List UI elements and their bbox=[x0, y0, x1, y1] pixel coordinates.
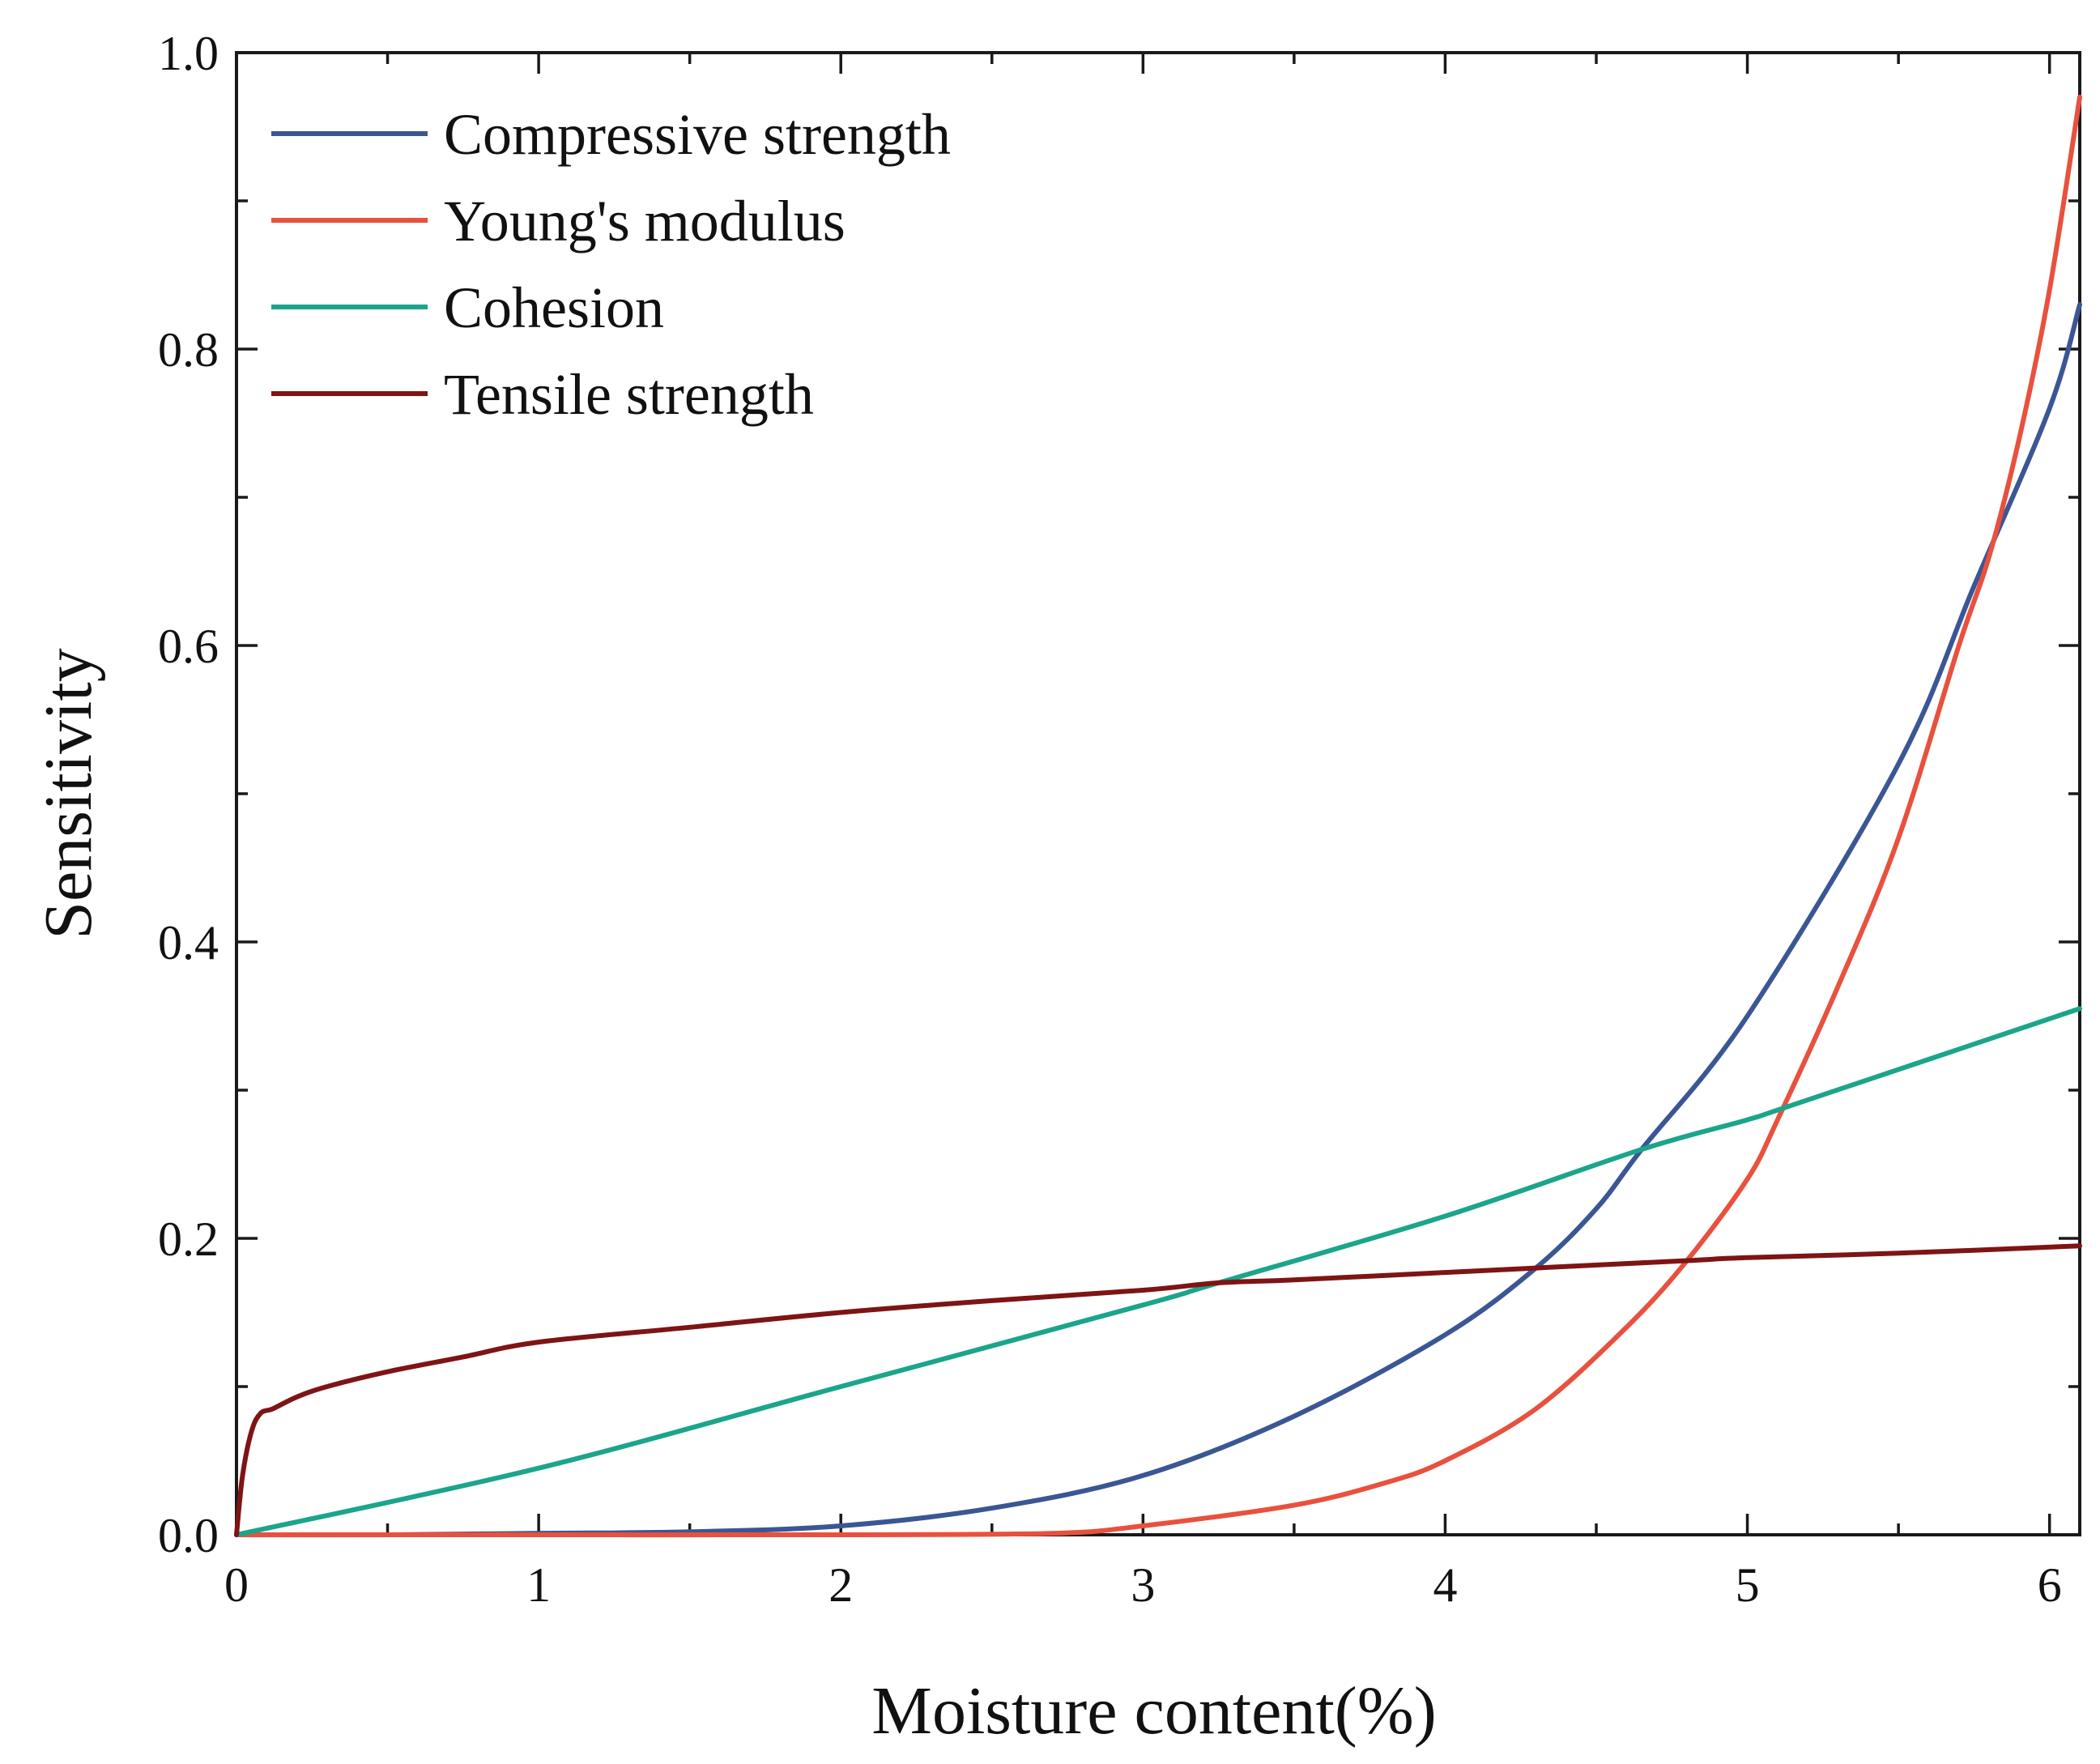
x-tick-label: 3 bbox=[1131, 1558, 1155, 1612]
x-tick-label: 1 bbox=[526, 1558, 551, 1612]
legend-label: Compressive strength bbox=[444, 102, 951, 167]
legend-label: Cohesion bbox=[444, 275, 664, 340]
legend-label: Young's modulus bbox=[444, 189, 846, 254]
legend-label: Tensile strength bbox=[444, 362, 814, 427]
x-tick-label: 2 bbox=[828, 1558, 853, 1612]
y-tick-label: 1.0 bbox=[158, 27, 219, 80]
y-tick-label: 0.2 bbox=[158, 1212, 219, 1266]
y-tick-label: 0.8 bbox=[158, 323, 219, 377]
x-tick-label: 6 bbox=[2038, 1558, 2062, 1612]
series-group bbox=[234, 94, 2082, 1538]
series-line-young-s-modulus bbox=[234, 94, 2082, 1538]
x-tick-label: 4 bbox=[1433, 1558, 1457, 1612]
legend-item-cohesion: Cohesion bbox=[271, 275, 664, 340]
ticks: 0 1 2 3 4 5 6 0.0 0.2 0.4 0.6 0.8 1.0 bbox=[158, 27, 2080, 1612]
series-line-cohesion bbox=[234, 1006, 2082, 1537]
legend-item-tensile-strength: Tensile strength bbox=[271, 362, 814, 427]
y-tick-label: 0.4 bbox=[158, 916, 219, 969]
series-line-compressive-strength bbox=[234, 302, 2082, 1538]
y-axis-title: Sensitivity bbox=[31, 648, 106, 939]
legend-item-compressive-strength: Compressive strength bbox=[271, 102, 951, 167]
legend: Compressive strength Young's modulus Cohes… bbox=[271, 102, 951, 427]
legend-item-young-s-modulus: Young's modulus bbox=[271, 189, 846, 254]
y-tick-label: 0.6 bbox=[158, 620, 219, 673]
x-tick-label: 0 bbox=[224, 1558, 249, 1612]
x-axis-title: Moisture content(%) bbox=[871, 1673, 1436, 1749]
y-tick-label: 0.0 bbox=[158, 1509, 219, 1562]
x-tick-label: 5 bbox=[1736, 1558, 1760, 1612]
series-line-tensile-strength bbox=[234, 1243, 2082, 1537]
